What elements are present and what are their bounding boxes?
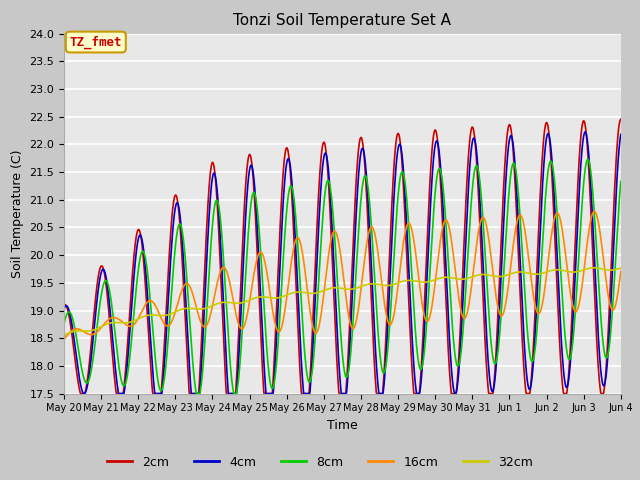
X-axis label: Time: Time: [327, 419, 358, 432]
Legend: 2cm, 4cm, 8cm, 16cm, 32cm: 2cm, 4cm, 8cm, 16cm, 32cm: [102, 451, 538, 474]
Text: TZ_fmet: TZ_fmet: [70, 36, 122, 48]
Title: Tonzi Soil Temperature Set A: Tonzi Soil Temperature Set A: [234, 13, 451, 28]
Y-axis label: Soil Temperature (C): Soil Temperature (C): [11, 149, 24, 278]
